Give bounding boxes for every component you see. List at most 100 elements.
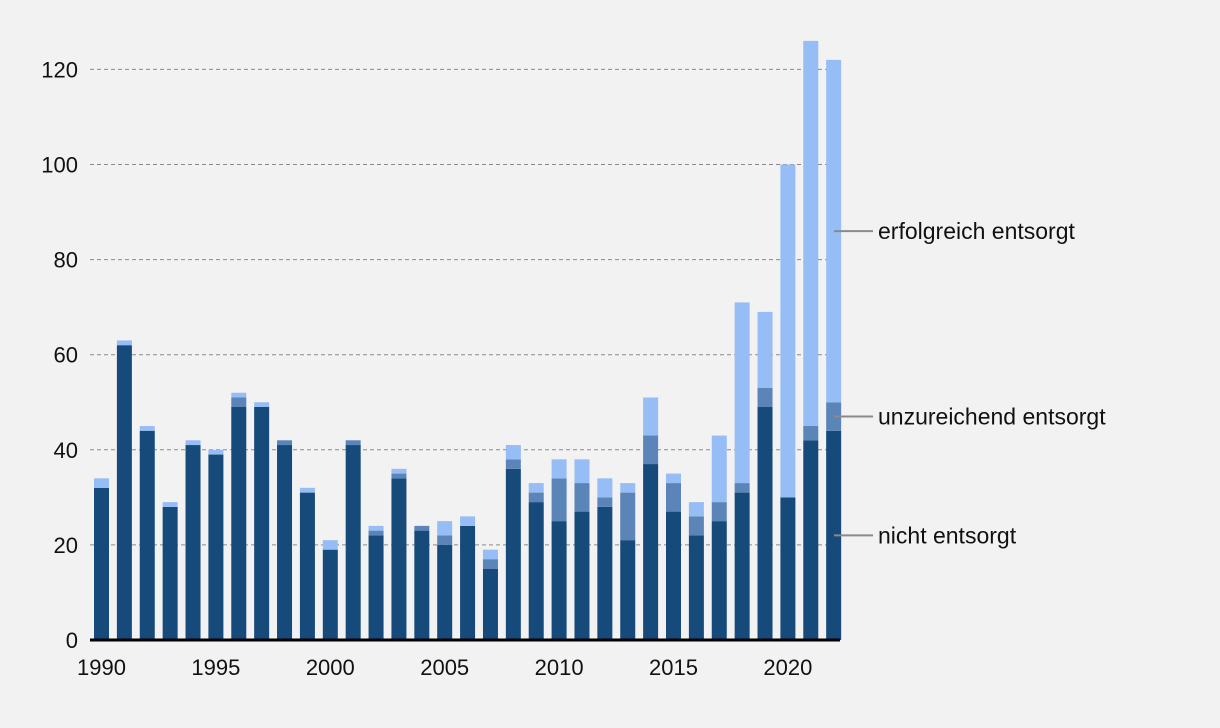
bar-segment-unzureichend-2021 (803, 426, 819, 441)
legend: nicht entsorgt unzureichend entsorgt erfol… (834, 218, 1106, 548)
y-tick-label: 100 (41, 153, 78, 178)
bar-segment-nicht-2001 (345, 445, 361, 640)
bar-segment-erfolgreich-2005 (437, 521, 453, 536)
bar-segment-erfolgreich-2011 (574, 459, 590, 484)
bar-segment-nicht-2013 (620, 540, 636, 640)
bar-segment-nicht-2019 (757, 407, 773, 640)
bar-segment-unzureichend-2003 (391, 473, 407, 479)
bar-segment-erfolgreich-2020 (780, 164, 796, 498)
bar-segment-unzureichend-2018 (734, 483, 750, 493)
x-tick-label: 2005 (420, 655, 469, 680)
bar-segment-erfolgreich-2010 (551, 459, 567, 479)
bar-segment-nicht-2003 (391, 478, 407, 640)
bar-segment-nicht-2008 (505, 468, 521, 640)
bar-segment-erfolgreich-2022 (826, 59, 842, 403)
bar-segment-erfolgreich-1997 (254, 402, 270, 408)
bar-segment-unzureichend-2016 (688, 516, 704, 536)
bar-segment-nicht-1999 (299, 492, 315, 640)
bar-segment-unzureichend-2001 (345, 440, 361, 446)
bar-segment-erfolgreich-1996 (231, 392, 247, 398)
bar-segment-nicht-1990 (94, 487, 109, 640)
bar-segment-unzureichend-2007 (482, 559, 498, 569)
bar-segment-nicht-2011 (574, 511, 590, 640)
x-tick-label: 2010 (535, 655, 584, 680)
bar-segment-unzureichend-2011 (574, 483, 590, 512)
bar-segment-erfolgreich-2015 (666, 473, 681, 484)
bar-segment-erfolgreich-2013 (620, 483, 636, 493)
bar-segment-nicht-2010 (551, 521, 567, 640)
bar-segment-erfolgreich-2006 (460, 516, 476, 526)
bar-segment-erfolgreich-2000 (322, 540, 338, 550)
bar-segment-unzureichend-2008 (505, 459, 521, 469)
x-tick-label: 1995 (191, 655, 240, 680)
bar-segment-nicht-2017 (711, 521, 727, 640)
bar-segment-erfolgreich-1999 (299, 487, 315, 493)
bar-segment-erfolgreich-2021 (803, 40, 819, 427)
bar-segment-nicht-2007 (482, 568, 498, 640)
x-tick-label: 2015 (649, 655, 698, 680)
bar-segment-unzureichend-2014 (643, 435, 659, 465)
bars (94, 40, 842, 640)
bar-segment-unzureichend-2010 (551, 478, 567, 522)
y-tick-label: 80 (54, 248, 78, 273)
y-tick-label: 20 (54, 533, 78, 558)
bar-segment-unzureichend-2019 (757, 387, 773, 408)
x-tick-label: 2020 (763, 655, 812, 680)
bar-segment-unzureichend-2005 (437, 535, 453, 545)
bar-segment-nicht-1998 (277, 445, 293, 640)
bar-segment-nicht-2012 (597, 506, 613, 640)
bar-segment-unzureichend-2012 (597, 497, 613, 507)
y-tick-label: 60 (54, 343, 78, 368)
bar-segment-erfolgreich-1992 (139, 426, 155, 431)
bar-segment-nicht-2002 (368, 535, 384, 640)
bar-segment-erfolgreich-1991 (116, 340, 132, 346)
bar-segment-nicht-2021 (803, 440, 819, 640)
bar-segment-erfolgreich-2018 (734, 302, 750, 484)
bar-segment-erfolgreich-2007 (482, 549, 498, 560)
bar-segment-erfolgreich-2003 (391, 468, 407, 474)
bar-segment-unzureichend-1998 (277, 440, 293, 446)
x-axis: 1990 1995 2000 2005 2010 2015 2020 (77, 655, 812, 680)
bar-segment-nicht-2018 (734, 492, 750, 640)
bar-segment-nicht-2014 (643, 464, 659, 640)
bar-segment-nicht-1992 (139, 430, 155, 640)
bar-segment-nicht-1994 (185, 445, 201, 640)
bar-segment-nicht-1993 (162, 506, 178, 640)
legend-label: nicht entsorgt (878, 522, 1017, 548)
bar-segment-erfolgreich-2009 (528, 483, 544, 493)
bar-segment-unzureichend-2004 (414, 525, 430, 531)
bar-segment-unzureichend-2015 (666, 483, 681, 512)
bar-segment-unzureichend-2009 (528, 492, 544, 503)
bar-segment-nicht-2022 (826, 430, 842, 640)
bar-segment-nicht-2016 (688, 535, 704, 640)
bar-segment-unzureichend-1996 (231, 397, 247, 408)
bar-segment-nicht-1991 (116, 345, 132, 640)
bar-segment-erfolgreich-2002 (368, 525, 384, 531)
bar-segment-nicht-2004 (414, 530, 430, 640)
bar-segment-erfolgreich-2019 (757, 311, 773, 388)
y-axis: 0 20 40 60 80 100 120 (41, 57, 78, 653)
y-tick-label: 0 (66, 628, 78, 653)
bar-segment-erfolgreich-1994 (185, 440, 201, 446)
bar-segment-nicht-2015 (666, 511, 681, 640)
bar-segment-erfolgreich-2016 (688, 502, 704, 517)
bar-segment-nicht-2009 (528, 502, 544, 640)
bar-segment-erfolgreich-1995 (208, 449, 224, 455)
x-tick-label: 1990 (77, 655, 126, 680)
legend-label: erfolgreich entsorgt (878, 218, 1075, 244)
bar-segment-erfolgreich-2008 (505, 445, 521, 460)
bar-segment-nicht-2005 (437, 544, 453, 640)
grid-lines (90, 68, 840, 546)
y-tick-label: 40 (54, 438, 78, 463)
bar-segment-nicht-1996 (231, 407, 247, 640)
bar-segment-erfolgreich-2017 (711, 435, 727, 503)
bar-segment-unzureichend-2022 (826, 402, 842, 431)
bar-segment-erfolgreich-1993 (162, 502, 178, 507)
x-tick-label: 2000 (306, 655, 355, 680)
bar-segment-unzureichend-2013 (620, 492, 636, 541)
bar-segment-nicht-1997 (254, 407, 270, 640)
bar-segment-unzureichend-2017 (711, 502, 727, 522)
bar-segment-erfolgreich-2012 (597, 478, 613, 498)
y-tick-label: 120 (41, 57, 78, 82)
